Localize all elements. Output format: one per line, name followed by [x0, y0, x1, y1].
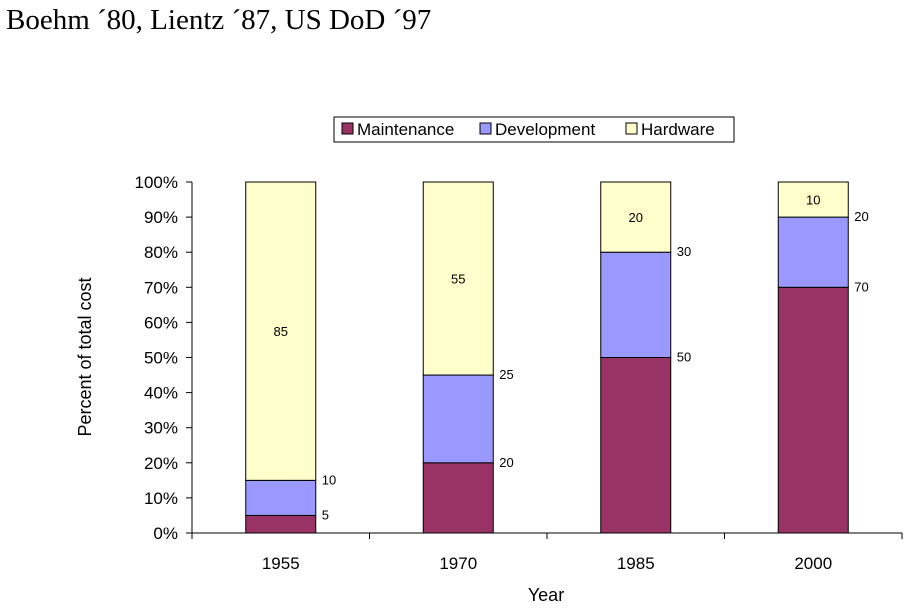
bar-development-1985 — [600, 251, 672, 358]
data-labels: 5 10 85 20 25 55 50 30 20 70 20 10 — [274, 193, 869, 523]
chart-legend: Maintenance Development Hardware — [333, 116, 735, 143]
y-tick-label: 90% — [144, 208, 178, 227]
data-label-maintenance-1955: 5 — [322, 507, 329, 522]
legend-box — [333, 116, 735, 143]
x-axis: 1955 1970 1985 2000 — [191, 532, 903, 573]
y-tick-label: 60% — [144, 313, 178, 332]
data-label-maintenance-1970: 20 — [499, 455, 513, 470]
page-title: Boehm ´80, Lientz ´87, US DoD ´97 — [6, 4, 432, 36]
data-label-development-2000: 20 — [854, 209, 868, 224]
bar-development-2000 — [777, 216, 849, 288]
bar-development-1955 — [245, 479, 317, 516]
y-tick-label: 10% — [144, 489, 178, 508]
legend-swatch-maintenance — [341, 122, 354, 135]
y-tick-label: 50% — [144, 349, 178, 368]
x-tick-label: 1985 — [617, 554, 655, 573]
legend-swatch-development — [479, 122, 492, 135]
bar-maintenance-2000 — [777, 286, 849, 534]
y-tick-label: 30% — [144, 419, 178, 438]
data-label-hardware-1985: 20 — [629, 210, 643, 225]
bar-hardware-1985 — [600, 181, 672, 253]
bar-maintenance-1955 — [245, 514, 317, 534]
legend-label-development: Development — [495, 120, 595, 139]
y-tick-label: 40% — [144, 384, 178, 403]
y-tick-label: 20% — [144, 454, 178, 473]
bar-hardware-2000 — [777, 181, 849, 218]
x-tick-label: 1955 — [262, 554, 300, 573]
data-label-hardware-1970: 55 — [451, 272, 465, 287]
x-tick-label: 1970 — [439, 554, 477, 573]
data-label-maintenance-1985: 50 — [677, 350, 691, 365]
bar-hardware-1970 — [422, 181, 494, 376]
y-tick-label: 100% — [135, 173, 178, 192]
x-tick-label: 2000 — [794, 554, 832, 573]
bar-development-1970 — [422, 374, 494, 464]
legend-swatch-hardware — [625, 122, 638, 135]
data-label-hardware-2000: 10 — [806, 193, 820, 208]
y-tick-label: 0% — [153, 524, 178, 543]
bar-series — [245, 181, 849, 534]
legend-label-maintenance: Maintenance — [357, 120, 454, 139]
y-tick-label: 70% — [144, 278, 178, 297]
y-axis: 0% 10% 20% 30% 40% 50% 60% 70% 80% 90% 100% — [135, 173, 193, 543]
bar-maintenance-1985 — [600, 357, 672, 534]
data-label-maintenance-2000: 70 — [854, 279, 868, 294]
y-tick-label: 80% — [144, 243, 178, 262]
y-axis-title: Percent of total cost — [75, 277, 95, 436]
bar-hardware-1955 — [245, 181, 317, 481]
x-axis-title: Year — [528, 585, 564, 605]
legend-label-hardware: Hardware — [641, 120, 715, 139]
data-label-development-1985: 30 — [677, 244, 691, 259]
data-label-hardware-1955: 85 — [274, 324, 288, 339]
bar-maintenance-1970 — [422, 462, 494, 534]
data-label-development-1955: 10 — [322, 472, 336, 487]
data-label-development-1970: 25 — [499, 367, 513, 382]
